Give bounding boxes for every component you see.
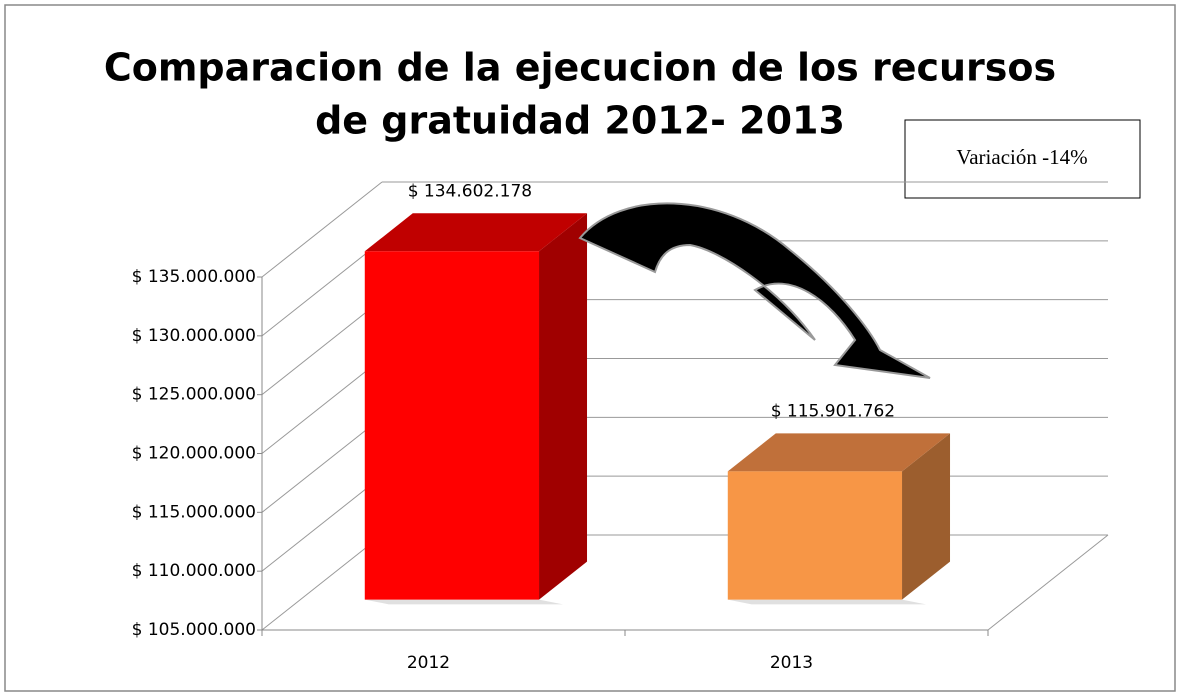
chart-title: Comparacion de la ejecucion de los recur… — [104, 46, 1056, 90]
bar-front — [727, 471, 903, 600]
y-tick-label: $ 125.000.000 — [132, 385, 256, 405]
y-tick-label: $ 120.000.000 — [132, 444, 256, 464]
grid-line — [261, 299, 383, 396]
bar — [727, 433, 951, 605]
x-tick-label: 2012 — [407, 653, 450, 673]
chart-title: de gratuidad 2012- 2013 — [315, 99, 845, 143]
bar-top — [727, 433, 951, 472]
x-tick-label: 2013 — [770, 653, 813, 673]
bar-side — [539, 213, 588, 600]
chart-frame — [4, 4, 1176, 692]
y-tick-label: $ 115.000.000 — [132, 502, 256, 522]
grid-line — [261, 475, 383, 572]
y-tick-label: $ 135.000.000 — [132, 267, 256, 287]
arrow — [578, 202, 931, 379]
data-label: $ 134.602.178 — [408, 181, 532, 201]
bar — [364, 213, 588, 605]
grid-line — [261, 358, 383, 454]
floor-edge — [987, 534, 1109, 631]
plot: $ 105.000.000 $ 110.000.000 $ 115.000.000 $… — [132, 181, 1109, 673]
bar-side — [902, 433, 951, 600]
grid-line — [261, 181, 383, 278]
bar-shadow — [364, 599, 564, 605]
y-tick-label: $ 105.000.000 — [132, 620, 256, 640]
grid-line — [261, 534, 383, 631]
bar-top — [364, 213, 588, 252]
bar-shadow — [727, 599, 927, 605]
data-label: $ 115.901.762 — [771, 401, 895, 421]
annotation: Variación -14% — [956, 145, 1087, 169]
y-tick-label: $ 130.000.000 — [132, 326, 256, 346]
grid-line — [261, 416, 383, 513]
grid-line — [261, 240, 383, 337]
annotation-box — [904, 119, 1141, 199]
bar-front — [364, 251, 540, 600]
y-tick-label: $ 110.000.000 — [132, 561, 256, 581]
